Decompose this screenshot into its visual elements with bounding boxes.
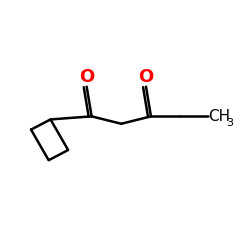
Text: O: O — [138, 68, 154, 86]
Text: O: O — [79, 68, 94, 86]
Text: 3: 3 — [226, 118, 233, 128]
Text: CH: CH — [208, 109, 230, 124]
